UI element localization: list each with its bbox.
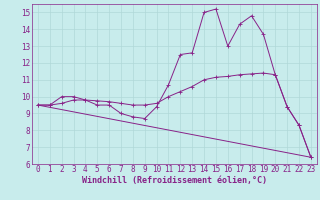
X-axis label: Windchill (Refroidissement éolien,°C): Windchill (Refroidissement éolien,°C) [82,176,267,185]
